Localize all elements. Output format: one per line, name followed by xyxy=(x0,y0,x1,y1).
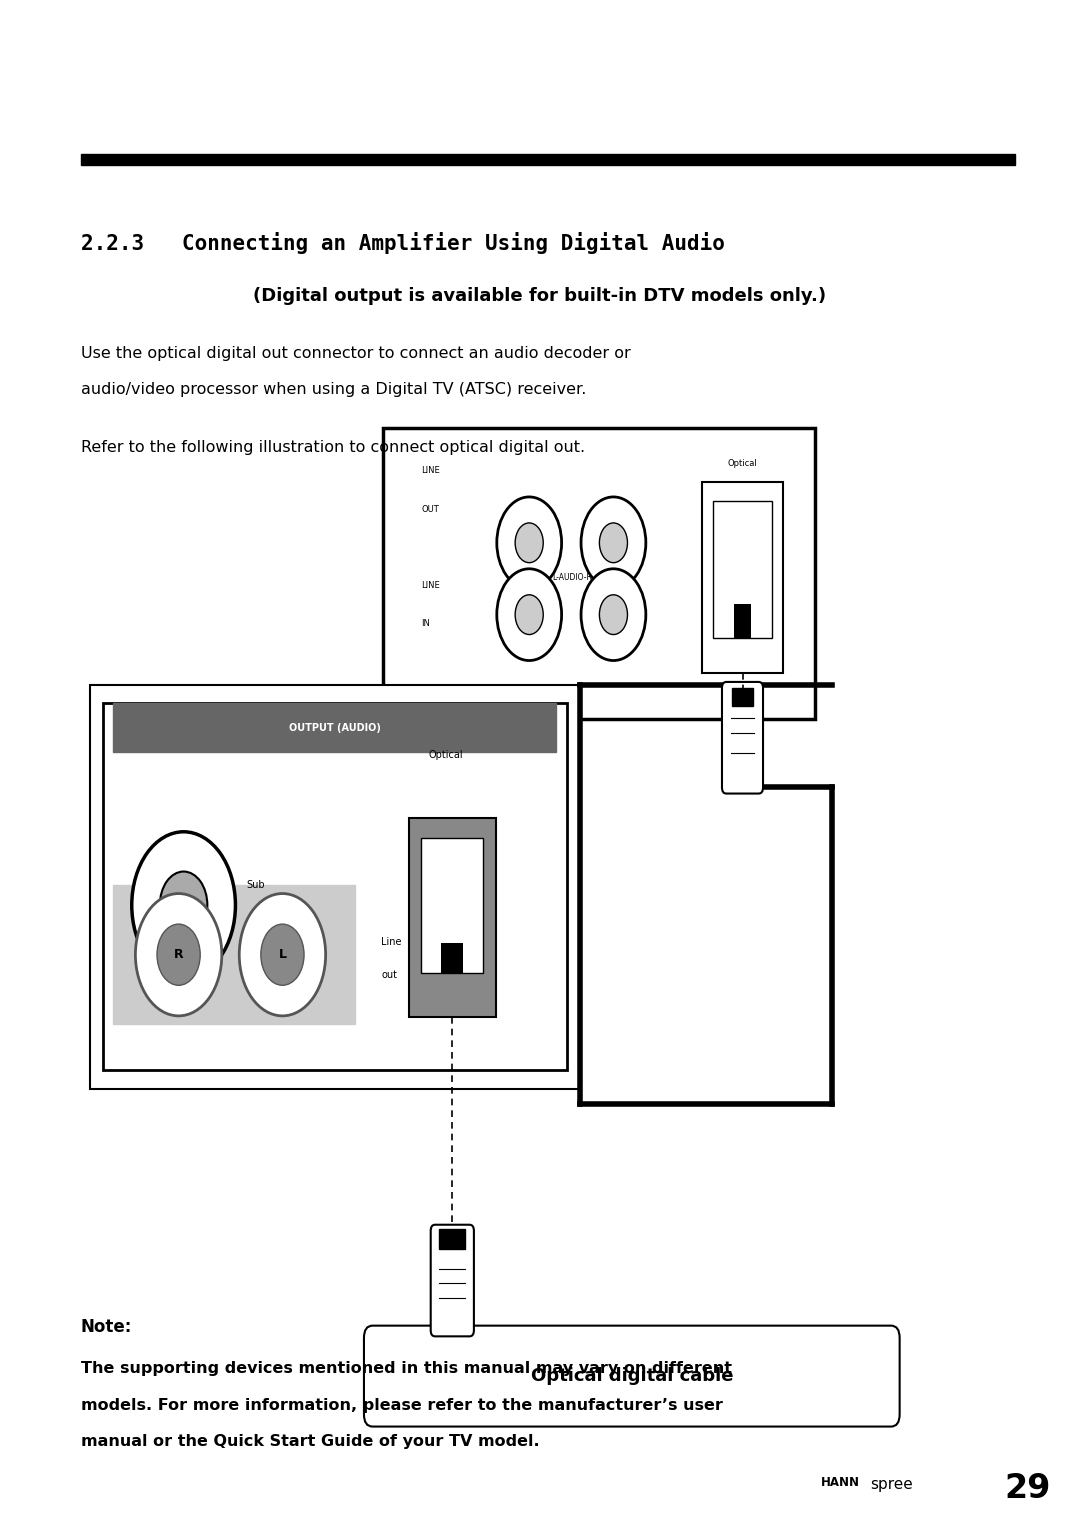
Text: L-AUDIO-R: L-AUDIO-R xyxy=(553,573,592,583)
FancyBboxPatch shape xyxy=(383,428,815,719)
Text: Optical: Optical xyxy=(727,459,757,468)
Text: Line: Line xyxy=(381,937,402,946)
Circle shape xyxy=(157,924,200,985)
FancyBboxPatch shape xyxy=(702,482,783,673)
Text: (Digital output is available for built-in DTV models only.): (Digital output is available for built-i… xyxy=(254,287,826,306)
Text: Sub: Sub xyxy=(246,879,265,890)
Text: OUTPUT (AUDIO): OUTPUT (AUDIO) xyxy=(288,723,381,732)
Circle shape xyxy=(497,569,562,661)
Text: out: out xyxy=(381,969,397,980)
Text: Note:: Note: xyxy=(81,1318,133,1336)
FancyBboxPatch shape xyxy=(442,943,463,972)
Bar xyxy=(81,154,1015,165)
Text: R: R xyxy=(174,948,184,962)
Text: manual or the Quick Start Guide of your TV model.: manual or the Quick Start Guide of your … xyxy=(81,1434,540,1449)
FancyBboxPatch shape xyxy=(723,682,762,794)
Circle shape xyxy=(132,832,235,979)
FancyBboxPatch shape xyxy=(90,685,580,1089)
Circle shape xyxy=(581,497,646,589)
Circle shape xyxy=(497,497,562,589)
Text: IN: IN xyxy=(421,619,430,628)
FancyBboxPatch shape xyxy=(713,500,772,639)
Text: LINE: LINE xyxy=(421,581,440,590)
Circle shape xyxy=(599,595,627,635)
Text: spree: spree xyxy=(870,1477,914,1492)
Circle shape xyxy=(240,893,326,1015)
Bar xyxy=(440,1229,465,1249)
Text: HANN: HANN xyxy=(821,1475,860,1489)
Circle shape xyxy=(581,569,646,661)
Text: L: L xyxy=(279,948,286,962)
Text: Use the optical digital out connector to connect an audio decoder or: Use the optical digital out connector to… xyxy=(81,346,631,361)
Text: Woofer: Woofer xyxy=(246,920,281,931)
Bar xyxy=(732,688,754,706)
Text: The supporting devices mentioned in this manual may vary on different: The supporting devices mentioned in this… xyxy=(81,1361,732,1376)
FancyBboxPatch shape xyxy=(409,818,496,1017)
Bar xyxy=(113,885,355,1024)
Circle shape xyxy=(135,893,221,1015)
FancyBboxPatch shape xyxy=(733,604,752,639)
Circle shape xyxy=(515,523,543,563)
Text: Optical: Optical xyxy=(429,749,463,760)
Circle shape xyxy=(160,872,207,939)
Bar xyxy=(113,703,556,752)
Text: Optical digital cable: Optical digital cable xyxy=(530,1367,733,1385)
Text: Refer to the following illustration to connect optical digital out.: Refer to the following illustration to c… xyxy=(81,440,585,456)
Text: OUT: OUT xyxy=(421,505,438,514)
FancyBboxPatch shape xyxy=(431,1225,474,1336)
Text: 29: 29 xyxy=(1004,1471,1051,1505)
FancyBboxPatch shape xyxy=(364,1326,900,1427)
Circle shape xyxy=(261,924,305,985)
Text: models. For more information, please refer to the manufacturer’s user: models. For more information, please ref… xyxy=(81,1398,723,1413)
Text: LINE: LINE xyxy=(421,466,440,476)
FancyBboxPatch shape xyxy=(103,703,567,1070)
Circle shape xyxy=(515,595,543,635)
Text: audio/video processor when using a Digital TV (ATSC) receiver.: audio/video processor when using a Digit… xyxy=(81,382,586,398)
FancyBboxPatch shape xyxy=(421,838,484,972)
Text: 2.2.3   Connecting an Amplifier Using Digital Audio: 2.2.3 Connecting an Amplifier Using Digi… xyxy=(81,232,725,254)
Circle shape xyxy=(599,523,627,563)
